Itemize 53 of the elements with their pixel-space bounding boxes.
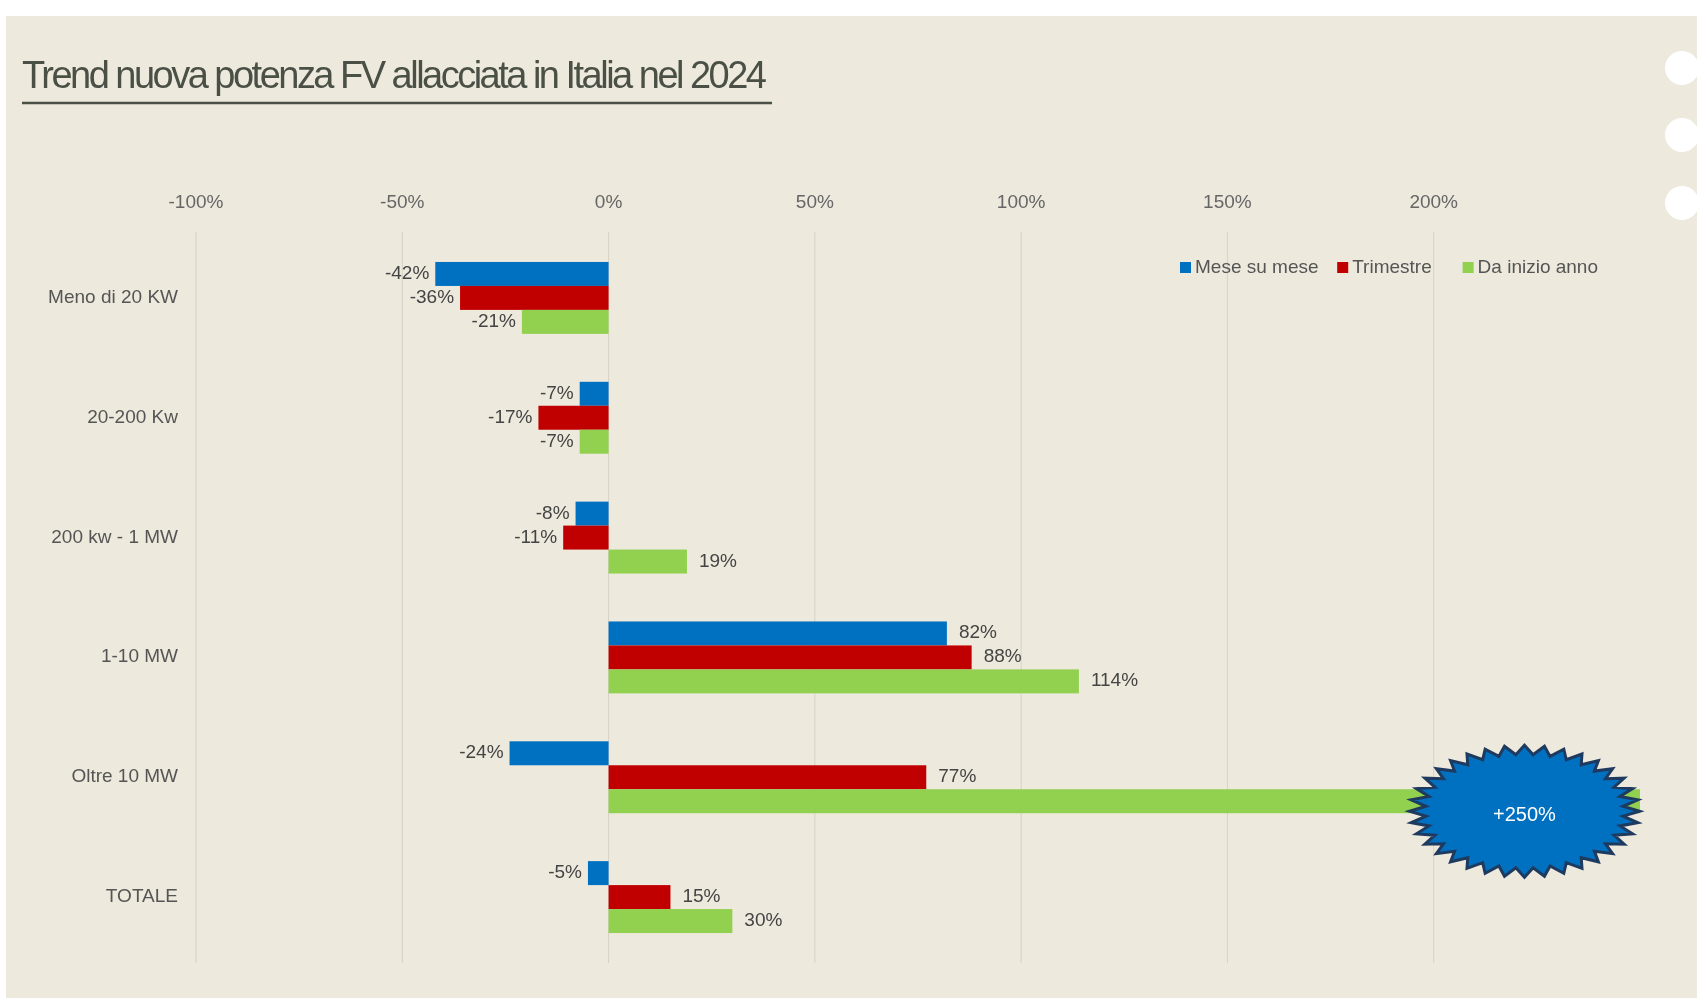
bar — [587, 861, 609, 886]
bar — [579, 381, 609, 406]
bar — [608, 885, 671, 910]
data-label: -42% — [384, 261, 430, 283]
legend-label: Trimestre — [1352, 256, 1432, 278]
bar — [608, 645, 972, 670]
bar — [579, 429, 609, 454]
bar — [538, 405, 609, 430]
x-tick-label: 0% — [594, 191, 623, 212]
data-label: 88% — [983, 645, 1022, 667]
x-tick-label: 50% — [795, 191, 834, 212]
data-label: +250% — [1493, 803, 1557, 826]
y-tick-label: 20-200 Kw — [87, 405, 179, 427]
legend-label: Da inizio anno — [1477, 256, 1599, 278]
starburst-badge: +250% — [1404, 743, 1645, 880]
data-label: 114% — [1090, 669, 1139, 691]
y-tick-label: Oltre 10 MW — [71, 765, 179, 787]
data-label: 77% — [938, 765, 977, 787]
bar — [521, 309, 609, 334]
bar — [608, 765, 927, 790]
x-tick-label: -50% — [380, 191, 425, 212]
data-label: 19% — [698, 549, 738, 571]
data-label: -5% — [548, 861, 583, 883]
chart-title: Trend nuova potenza FV allacciata in Italia nel 2024 — [22, 54, 767, 96]
bar — [563, 525, 609, 550]
bar — [435, 261, 609, 286]
x-tick-label: 150% — [1203, 191, 1252, 212]
data-label: -7% — [539, 381, 574, 403]
data-label: -21% — [471, 309, 517, 331]
bar — [509, 741, 609, 766]
data-label: -11% — [514, 525, 558, 547]
data-label: 15% — [682, 885, 721, 907]
bar — [608, 669, 1079, 694]
bar — [575, 501, 609, 526]
data-label: -7% — [539, 429, 574, 451]
data-label: 30% — [744, 909, 783, 931]
y-tick-label: Meno di 20 KW — [48, 285, 179, 307]
data-label: -24% — [459, 741, 504, 763]
data-label: -36% — [409, 285, 455, 307]
data-label: -8% — [535, 501, 570, 523]
y-tick-label: TOTALE — [105, 885, 178, 907]
y-tick-label: 200 kw - 1 MW — [51, 525, 179, 547]
bar — [608, 621, 947, 646]
bar — [608, 549, 687, 574]
bar — [460, 285, 609, 310]
y-tick-label: 1-10 MW — [100, 645, 179, 667]
x-tick-label: 100% — [996, 191, 1046, 212]
x-tick-label: 200% — [1409, 191, 1459, 212]
legend-label: Mese su mese — [1195, 256, 1319, 278]
x-tick-label: -100% — [168, 191, 224, 212]
data-label: 82% — [958, 621, 998, 643]
bar — [608, 909, 733, 934]
data-label: -17% — [488, 405, 533, 427]
